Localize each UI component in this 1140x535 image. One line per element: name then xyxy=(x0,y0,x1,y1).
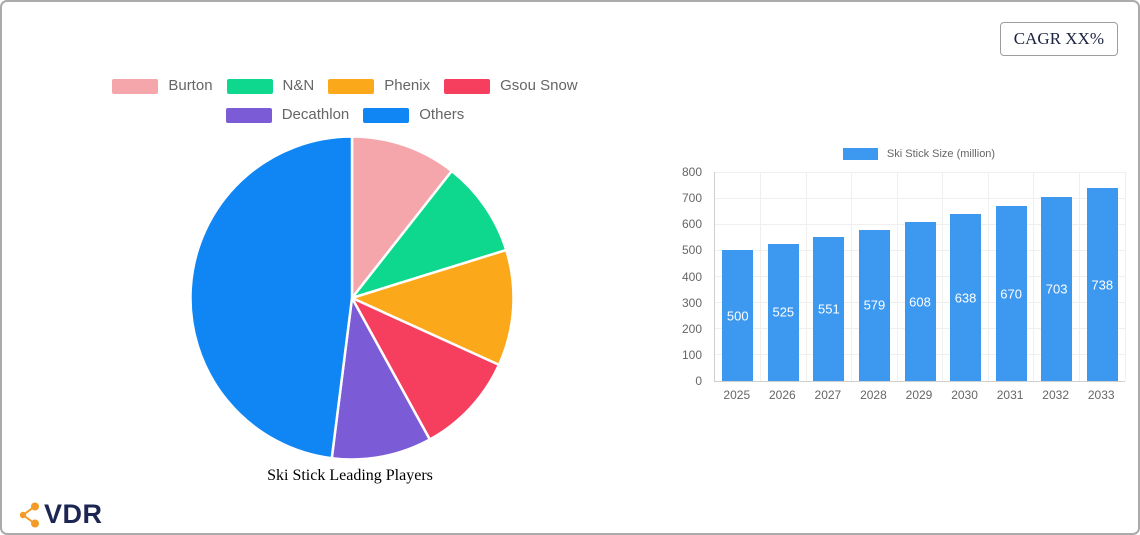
cagr-badge: CAGR XX% xyxy=(999,22,1118,56)
bar-2025[interactable]: 500 xyxy=(722,250,754,381)
h-gridline xyxy=(715,197,1125,199)
pie-slice-decathlon[interactable] xyxy=(330,296,432,461)
legend-item-n-n[interactable]: N&N xyxy=(226,77,315,94)
legend-row: Decathlon Others xyxy=(219,107,472,123)
y-tick-label: 0 xyxy=(695,374,702,388)
vdr-logo-text: VDR xyxy=(44,499,103,529)
pie-slice-phenix[interactable] xyxy=(350,248,515,367)
bar-2028[interactable]: 579 xyxy=(858,229,890,381)
y-tick-label: 300 xyxy=(681,295,702,310)
bar-value-label: 551 xyxy=(818,301,840,317)
x-tick-label: 2027 xyxy=(814,388,842,402)
x-tick-label: 2032 xyxy=(1042,388,1069,402)
share-network-icon xyxy=(19,502,39,527)
y-tick-label: 600 xyxy=(681,217,702,232)
y-tick-label: 200 xyxy=(681,321,702,336)
x-tick-label: 2033 xyxy=(1087,388,1115,402)
bar-value-label: 638 xyxy=(954,290,977,306)
x-tick-label: 2025 xyxy=(723,388,751,402)
x-tick-label: 2029 xyxy=(905,388,933,402)
bar-legend-label: Ski Stick Size (million) xyxy=(886,148,996,160)
legend-item-phenix[interactable]: Phenix xyxy=(328,78,430,94)
v-gridline xyxy=(805,172,807,381)
bar-value-label: 738 xyxy=(1091,277,1114,293)
x-tick-label: 2028 xyxy=(860,388,887,402)
pie-chart-legend: Burton N&N Phenix Gsou Snow Decathlon Others xyxy=(10,78,680,123)
pie-chart-title: Ski Stick Leading Players xyxy=(267,467,433,484)
pie-slice-others[interactable] xyxy=(189,135,354,460)
bar-value-label: 525 xyxy=(772,304,795,320)
bar-2032[interactable]: 703 xyxy=(1041,197,1073,381)
legend-swatch xyxy=(226,78,273,94)
v-gridline xyxy=(1033,172,1035,381)
v-gridline xyxy=(1078,172,1080,381)
legend-swatch xyxy=(444,78,491,94)
bar-2027[interactable]: 551 xyxy=(813,237,845,381)
legend-item-others[interactable]: Others xyxy=(363,107,464,123)
legend-label: Burton xyxy=(168,77,213,94)
v-gridline xyxy=(987,172,989,381)
y-tick-label: 100 xyxy=(681,347,702,362)
legend-item-gsou-snow[interactable]: Gsou Snow xyxy=(444,78,578,94)
y-tick-label: 500 xyxy=(681,243,702,258)
bar-chart-legend[interactable]: Ski Stick Size (million) xyxy=(714,148,1124,160)
legend-row: Burton N&N Phenix Gsou Snow xyxy=(105,78,584,94)
bar-value-label: 579 xyxy=(863,297,886,313)
bar-chart-plot-area: 500 525 551 579 608 638 670 703 738 xyxy=(714,171,1126,382)
legend-item-decathlon[interactable]: Decathlon xyxy=(225,106,350,123)
bar-value-label: 703 xyxy=(1045,281,1068,297)
bar-legend-swatch xyxy=(842,148,878,160)
h-gridline xyxy=(715,171,1125,173)
pie-chart-svg xyxy=(189,135,515,461)
bar-chart-y-axis: 0 100 200 300 400 500 600 700 800 xyxy=(662,165,708,388)
pie-slice-n-n[interactable] xyxy=(350,169,508,300)
x-tick-label: 2030 xyxy=(951,388,978,402)
pie-chart xyxy=(187,133,517,463)
legend-swatch xyxy=(363,107,410,123)
y-tick-label: 800 xyxy=(681,165,702,179)
bar-value-label: 608 xyxy=(909,294,931,310)
bar-2033[interactable]: 738 xyxy=(1086,188,1118,381)
legend-label: Others xyxy=(419,106,465,123)
legend-swatch xyxy=(225,107,272,123)
bar-chart-x-axis: 2025 2026 2027 2028 2029 2030 2031 2032 2033 xyxy=(714,388,1124,404)
v-gridline xyxy=(760,172,762,381)
pie-slice-gsou-snow[interactable] xyxy=(350,296,501,441)
x-tick-label: 2031 xyxy=(996,388,1024,402)
x-tick-label: 2026 xyxy=(768,388,796,402)
bar-2029[interactable]: 608 xyxy=(904,222,936,381)
legend-label: Decathlon xyxy=(281,106,350,123)
y-tick-label: 700 xyxy=(681,191,702,206)
legend-item-burton[interactable]: Burton xyxy=(112,77,213,94)
pie-slice-burton[interactable] xyxy=(350,135,454,300)
v-gridline xyxy=(896,172,898,381)
vdr-logo: VDR xyxy=(18,499,103,530)
bar-2026[interactable]: 525 xyxy=(767,243,799,381)
v-gridline xyxy=(851,172,853,381)
legend-label: Phenix xyxy=(384,77,431,94)
y-tick-label: 400 xyxy=(681,269,702,284)
legend-swatch xyxy=(328,78,375,94)
bar-value-label: 500 xyxy=(726,308,749,324)
bar-2031[interactable]: 670 xyxy=(995,206,1027,381)
v-gridline xyxy=(942,172,944,381)
v-gridline xyxy=(1124,172,1126,381)
bar-2030[interactable]: 638 xyxy=(950,214,982,381)
legend-label: N&N xyxy=(282,77,315,94)
legend-swatch xyxy=(112,78,159,94)
legend-label: Gsou Snow xyxy=(500,77,578,94)
bar-value-label: 670 xyxy=(1000,286,1022,301)
